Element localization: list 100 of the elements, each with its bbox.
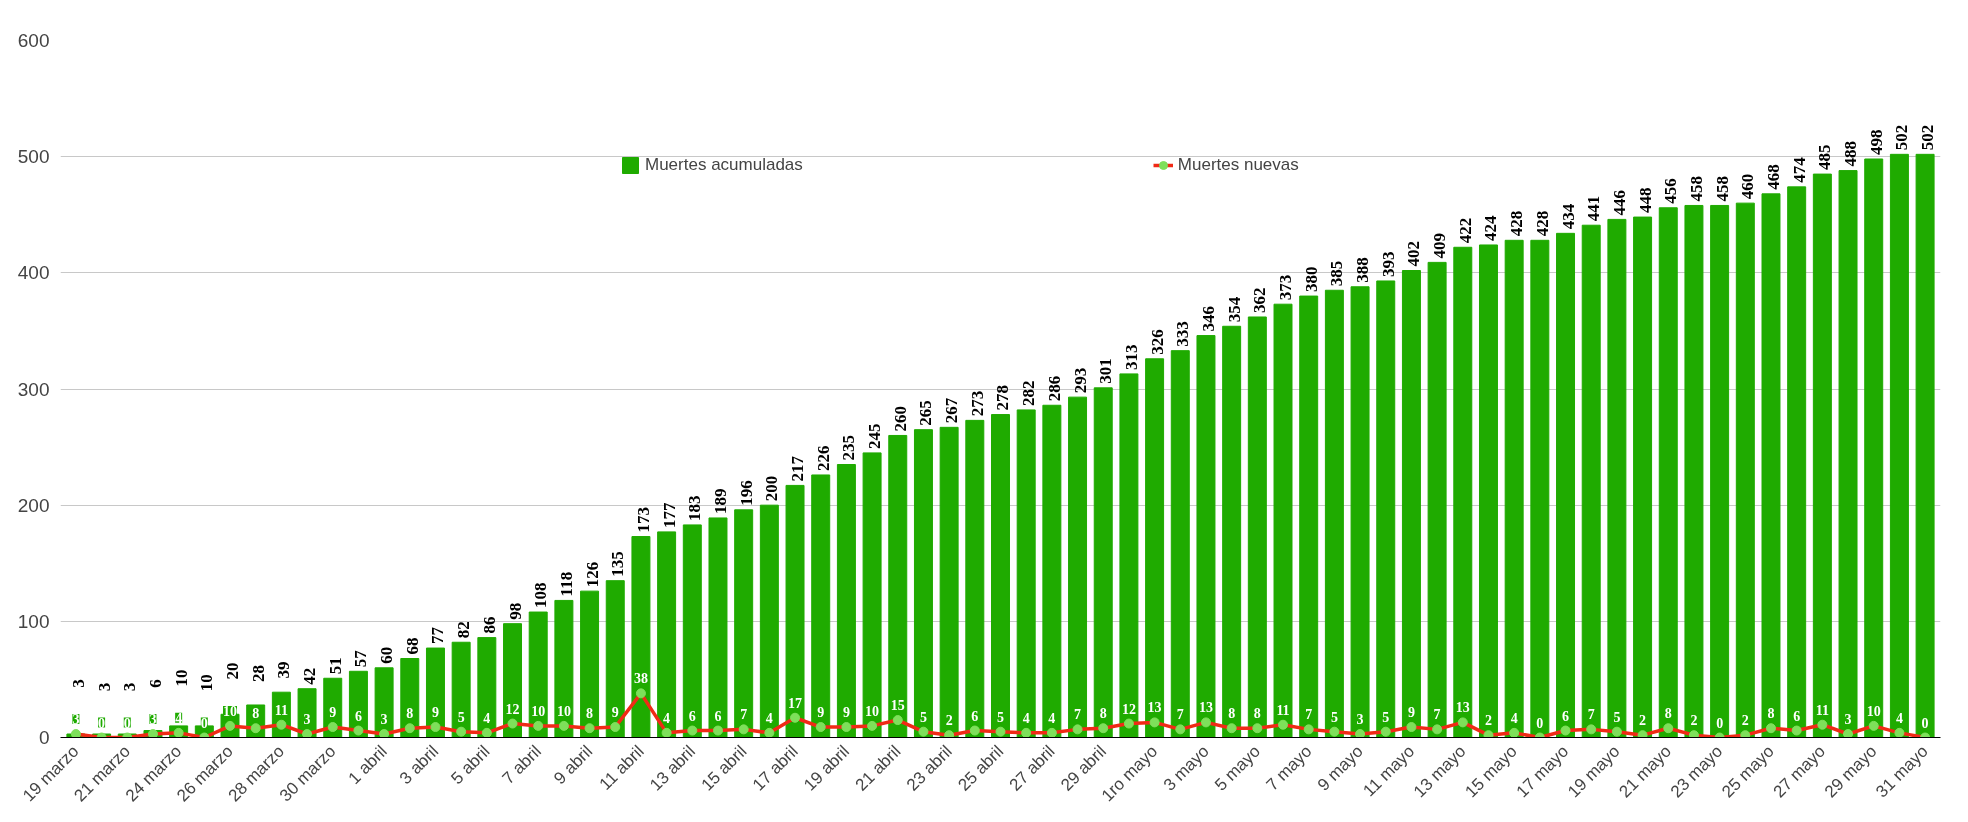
bar [1556, 232, 1576, 738]
data-label: 200 [762, 475, 782, 502]
data-label: 8 [1767, 706, 1775, 722]
data-label: 39 [274, 661, 294, 679]
data-label: 118 [556, 571, 576, 597]
bar [991, 414, 1010, 738]
bar [1453, 246, 1473, 738]
data-label: 9 [842, 705, 850, 721]
bar [1093, 387, 1113, 738]
data-label: 265 [916, 400, 936, 426]
data-label: 6 [354, 708, 362, 724]
data-label: 7 [1587, 707, 1595, 723]
bar [965, 419, 985, 738]
data-label: 8 [406, 706, 414, 722]
data-label: 4 [1510, 710, 1518, 726]
data-label: 108 [531, 582, 551, 609]
data-label: 173 [633, 507, 653, 533]
data-label: 0 [200, 715, 208, 731]
data-label: 7 [1305, 707, 1313, 723]
bar [580, 590, 600, 738]
data-label: 8 [586, 706, 594, 722]
bar [1889, 153, 1909, 738]
data-label: 5 [1613, 709, 1621, 725]
data-label: 267 [942, 397, 962, 424]
bar [400, 658, 420, 738]
data-label: 498 [1866, 129, 1886, 155]
bar [913, 429, 933, 738]
data-label: 502 [1892, 124, 1912, 151]
bar [811, 474, 831, 738]
data-label: 326 [1147, 329, 1167, 355]
bar [1196, 335, 1216, 738]
bar [1658, 207, 1678, 738]
bar [1478, 244, 1498, 738]
data-label: 6 [1562, 708, 1570, 724]
data-label: 485 [1815, 144, 1835, 171]
bar [631, 536, 651, 738]
bar [1530, 239, 1550, 738]
legend-label: Muertes acumuladas [645, 155, 803, 175]
bar [1170, 350, 1190, 738]
bar [785, 484, 805, 738]
y-tick-label: 400 [17, 262, 50, 284]
data-label: 10 [197, 674, 217, 692]
bar [477, 637, 497, 738]
bar [1710, 204, 1730, 738]
data-label: 393 [1378, 251, 1398, 277]
data-label: 458 [1712, 175, 1732, 202]
bar [862, 452, 882, 738]
bar [708, 517, 728, 738]
data-label: 17 [788, 695, 803, 711]
data-label: 42 [300, 667, 320, 685]
data-label: 98 [505, 602, 525, 620]
data-label: 4 [1895, 710, 1903, 726]
data-label: 422 [1455, 217, 1475, 244]
data-label: 10 [865, 703, 880, 719]
bar [1145, 358, 1165, 738]
data-label: 13 [1455, 700, 1470, 716]
data-label: 10 [171, 669, 191, 687]
data-label: 189 [710, 488, 730, 514]
data-label: 4 [175, 710, 183, 726]
data-label: 8 [1664, 706, 1672, 722]
data-label: 446 [1609, 189, 1629, 216]
data-label: 3 [149, 712, 157, 728]
data-label: 7 [1176, 707, 1184, 723]
data-label: 9 [817, 705, 825, 721]
data-label: 60 [377, 646, 397, 664]
data-label: 5 [457, 709, 465, 725]
data-label: 51 [325, 657, 345, 675]
data-label: 0 [123, 715, 131, 731]
y-tick-label: 100 [17, 610, 50, 632]
data-label: 9 [611, 705, 619, 721]
data-label: 5 [919, 709, 927, 725]
bar [374, 667, 394, 738]
bar [1401, 270, 1421, 738]
bar [1119, 373, 1139, 738]
data-label: 11 [1815, 702, 1829, 718]
data-label: 9 [329, 705, 337, 721]
data-label: 7 [1433, 707, 1441, 723]
data-label: 6 [688, 708, 696, 724]
data-label: 7 [740, 707, 748, 723]
bar [1607, 218, 1627, 738]
bar [734, 509, 754, 738]
data-label: 4 [483, 710, 491, 726]
data-label: 82 [454, 621, 474, 639]
data-label: 346 [1198, 306, 1218, 332]
data-label: 385 [1327, 260, 1347, 287]
legend-label: Muertes nuevas [1177, 155, 1299, 175]
bar [528, 611, 548, 738]
data-label: 226 [813, 445, 833, 471]
data-label: 15 [890, 698, 905, 714]
bar [1376, 280, 1396, 738]
data-label: 3 [303, 712, 311, 728]
data-label: 5 [1330, 709, 1338, 725]
bar [503, 623, 523, 738]
data-label: 313 [1121, 344, 1141, 370]
y-tick-label: 600 [17, 30, 50, 51]
data-label: 8 [1099, 706, 1107, 722]
data-label: 8 [1253, 706, 1261, 722]
data-label: 4 [1048, 710, 1056, 726]
data-label: 9 [1407, 705, 1415, 721]
bar [1581, 224, 1601, 738]
